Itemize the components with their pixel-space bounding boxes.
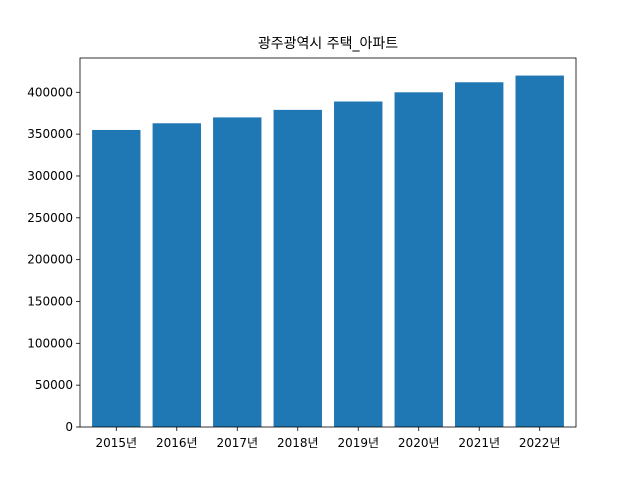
- bar-2018년: [273, 109, 322, 427]
- y-tick-label: 100000: [27, 336, 73, 350]
- x-tick-label: 2015년: [95, 436, 137, 450]
- bar-2015년: [92, 129, 141, 427]
- bar-2017년: [213, 117, 262, 427]
- y-tick-label: 350000: [27, 127, 73, 141]
- bar-2022년: [515, 75, 564, 427]
- y-tick-label: 0: [65, 420, 73, 434]
- x-tick-label: 2016년: [156, 436, 198, 450]
- x-tick-label: 2021년: [458, 436, 500, 450]
- bar-2016년: [152, 123, 201, 428]
- y-tick-label: 300000: [27, 169, 73, 183]
- x-tick-label: 2020년: [398, 436, 440, 450]
- y-tick-label: 150000: [27, 294, 73, 308]
- y-tick-label: 400000: [27, 85, 73, 99]
- axes-group: [79, 57, 577, 428]
- bars-group: [92, 75, 564, 428]
- plot-frame: [79, 57, 577, 428]
- y-tick-label: 250000: [27, 211, 73, 225]
- x-axis-ticks: 2015년 2016년 2017년 2018년 2019년 2020년 2021년 2022년: [95, 427, 561, 450]
- bar-2019년: [334, 101, 383, 427]
- x-tick-label: 2017년: [216, 436, 258, 450]
- y-tick-label: 50000: [35, 378, 73, 392]
- bar-2021년: [455, 82, 504, 428]
- x-tick-label: 2022년: [519, 436, 561, 450]
- y-axis-ticks: 0 50000 100000 150000 200000 250000 300000 3500…: [27, 85, 80, 434]
- chart-title: 광주광역시 주택_아파트: [258, 36, 398, 52]
- y-tick-label: 200000: [27, 253, 73, 267]
- x-tick-label: 2018년: [277, 436, 319, 450]
- bar-2020년: [394, 92, 443, 427]
- x-tick-label: 2019년: [337, 436, 379, 450]
